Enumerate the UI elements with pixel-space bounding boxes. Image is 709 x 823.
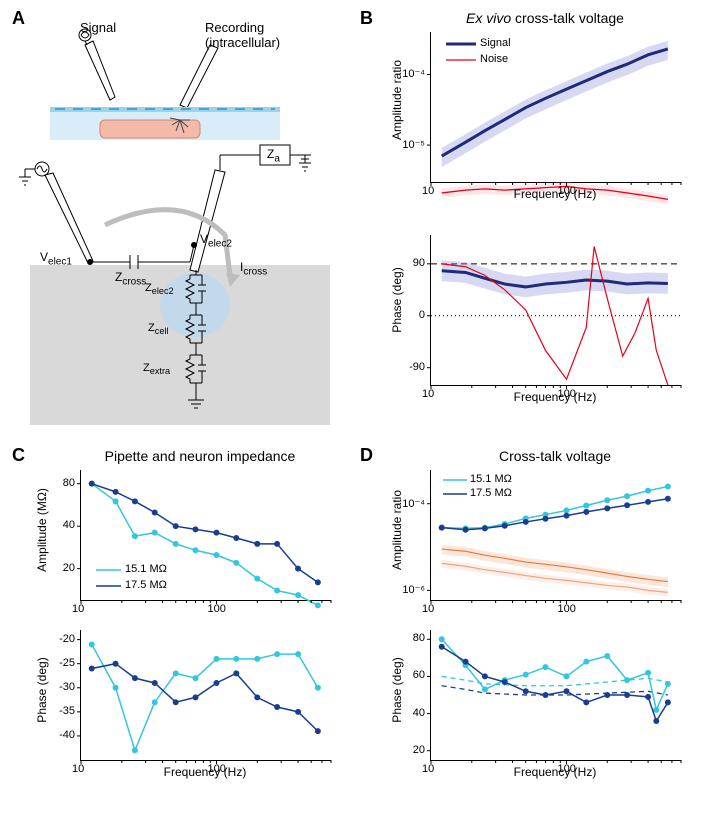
- panel-c-title: Pipette and neuron impedance: [75, 448, 325, 464]
- panel-d-top-ylabel: Amplitude ratio: [390, 465, 404, 595]
- panel-b-top-xlabel: Frequency (Hz): [430, 187, 680, 201]
- label-velec1: Velec1: [40, 250, 72, 267]
- panel-b-bot-plot: [430, 235, 681, 386]
- label-recording: Recording (intracellular): [205, 20, 280, 50]
- panel-a-diagram: Signal Recording (intracellular) Velec1 …: [30, 25, 330, 425]
- panel-c-bot-xlabel: Frequency (Hz): [80, 765, 330, 779]
- panel-b-bot-ylabel: Phase (deg): [390, 230, 404, 370]
- label-za: Za: [267, 147, 280, 164]
- label-zextra: Zextra: [143, 362, 170, 376]
- label-zelec2: Zelec2: [145, 282, 174, 296]
- panel-d-label: D: [360, 445, 373, 466]
- figure-root: A: [0, 0, 709, 823]
- label-signal: Signal: [80, 20, 116, 35]
- label-zcross: Zcross: [115, 270, 146, 287]
- label-velec2: Velec2: [200, 232, 232, 249]
- panel-b-title: Ex vivo cross-talk voltage: [420, 10, 670, 26]
- panel-d-top-plot: [430, 470, 681, 601]
- panel-d-bot-plot: [430, 630, 681, 761]
- panel-d-bot-xlabel: Frequency (Hz): [430, 765, 680, 779]
- panel-a-label: A: [12, 8, 25, 29]
- panel-c-bot-plot: [80, 630, 331, 761]
- label-zcell: Zcell: [148, 322, 168, 336]
- label-icross: Icross: [240, 260, 267, 277]
- panel-a-svg: [30, 25, 330, 425]
- panel-d-bot-ylabel: Phase (deg): [390, 630, 404, 750]
- panel-b-label: B: [360, 8, 373, 29]
- panel-b-bot-xlabel: Frequency (Hz): [430, 390, 680, 404]
- panel-b-top-plot: [430, 32, 681, 183]
- panel-d-title: Cross-talk voltage: [430, 448, 680, 464]
- panel-c-label: C: [12, 445, 25, 466]
- panel-c-top-plot: [80, 470, 331, 601]
